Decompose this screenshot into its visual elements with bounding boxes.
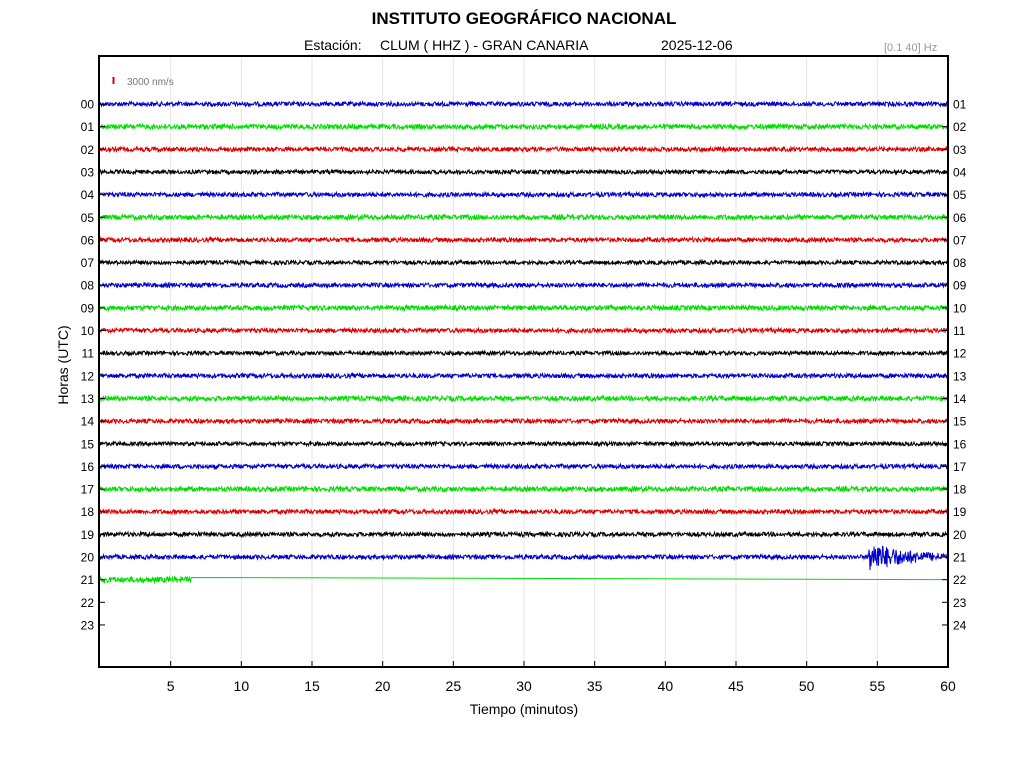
- station-label: Estación:: [304, 37, 362, 53]
- x-tick-label: 45: [728, 678, 744, 694]
- hour-label-left: 19: [81, 528, 95, 542]
- x-tick-label: 10: [234, 678, 250, 694]
- trace-hour-20: [99, 545, 949, 571]
- hour-label-left: 07: [81, 256, 95, 270]
- trace-hour-13: [99, 394, 949, 403]
- hour-label-left: 04: [81, 188, 95, 202]
- hour-label-left: 06: [81, 233, 95, 247]
- hour-label-right: 08: [953, 256, 967, 270]
- hour-label-left: 05: [81, 211, 95, 225]
- hour-label-right: 11: [953, 324, 966, 338]
- hour-label-left: 18: [81, 505, 95, 519]
- x-tick-label: 5: [167, 678, 175, 694]
- hour-label-right: 16: [953, 437, 967, 451]
- x-axis-label: Tiempo (minutos): [470, 701, 578, 717]
- trace-hour-06: [99, 235, 949, 244]
- hour-label-right: 17: [953, 460, 967, 474]
- trace-hour-09: [99, 303, 949, 313]
- trace-hour-04: [99, 190, 949, 199]
- hour-label-left: 21: [81, 573, 95, 587]
- hour-label-right: 09: [953, 279, 967, 293]
- chart-title: INSTITUTO GEOGRÁFICO NACIONAL: [371, 9, 677, 28]
- hour-label-left: 13: [81, 392, 95, 406]
- hour-label-right: 12: [953, 347, 967, 361]
- trace-layer: [99, 99, 949, 585]
- x-tick-label: 35: [587, 678, 603, 694]
- y-axis-label: Horas (UTC): [55, 325, 71, 404]
- x-tick-label: 55: [870, 678, 886, 694]
- trace-hour-10: [99, 326, 949, 335]
- hour-label-left: 14: [81, 415, 95, 429]
- hour-label-right: 04: [953, 165, 967, 179]
- x-tick-label: 25: [446, 678, 462, 694]
- hour-label-left: 10: [81, 324, 95, 338]
- scale-bar: 3000 nm/s: [112, 77, 174, 88]
- hour-label-right: 20: [953, 528, 967, 542]
- trace-hour-17: [99, 484, 949, 494]
- x-tick-label: 60: [940, 678, 956, 694]
- trace-hour-19: [99, 530, 949, 539]
- hour-label-left: 20: [81, 551, 95, 565]
- hour-label-right: 18: [953, 483, 967, 497]
- trace-hour-05: [99, 212, 949, 222]
- trace-hour-15: [99, 439, 949, 448]
- hour-label-left: 16: [81, 460, 95, 474]
- hour-label-right: 03: [953, 143, 967, 157]
- trace-hour-02: [99, 145, 949, 154]
- hour-label-left: 09: [81, 301, 95, 315]
- hour-label-left: 03: [81, 165, 95, 179]
- hour-label-left: 11: [82, 347, 95, 361]
- hour-label-right: 10: [953, 301, 967, 315]
- hour-label-left: 17: [81, 483, 95, 497]
- trace-hour-21: [99, 575, 949, 585]
- hour-label-left: 00: [81, 98, 95, 112]
- hour-label-left: 02: [81, 143, 95, 157]
- hour-label-left: 22: [81, 596, 95, 610]
- trace-hour-07: [99, 258, 949, 267]
- hour-label-right: 21: [953, 551, 967, 565]
- hour-label-right: 01: [953, 98, 967, 112]
- date-label: 2025-12-06: [661, 37, 733, 53]
- station-name: CLUM ( HHZ ) - GRAN CANARIA: [380, 37, 589, 53]
- hour-label-right: 02: [953, 120, 967, 134]
- x-tick-labels: 5 10 15 20 25 30 35 40 45 50 55 60: [167, 661, 956, 694]
- scale-bar-label: 3000 nm/s: [127, 77, 174, 88]
- hour-label-right: 05: [953, 188, 967, 202]
- hour-label-right: 07: [953, 233, 967, 247]
- trace-hour-16: [99, 462, 949, 471]
- right-tick-labels: 01 02 03 04 05 06 07 08 09 10 11 12 13 14 15 16 17 18 19 20…: [942, 98, 967, 632]
- hour-label-left: 15: [81, 437, 95, 451]
- hour-label-left: 23: [81, 618, 95, 632]
- hour-label-right: 19: [953, 505, 967, 519]
- hour-label-left: 08: [81, 279, 95, 293]
- filter-label: [0.1 40] Hz: [884, 42, 938, 54]
- grid-layer: [170, 57, 878, 666]
- hour-label-right: 22: [953, 573, 967, 587]
- hour-label-right: 06: [953, 211, 967, 225]
- trace-hour-00: [99, 99, 949, 108]
- hour-label-left: 12: [81, 369, 95, 383]
- hour-label-right: 24: [953, 618, 967, 632]
- hour-label-right: 14: [953, 392, 967, 406]
- trace-hour-01: [99, 122, 949, 132]
- hour-label-right: 23: [953, 596, 967, 610]
- x-tick-label: 50: [799, 678, 815, 694]
- trace-hour-18: [99, 507, 949, 516]
- hour-label-right: 15: [953, 415, 967, 429]
- hour-label-right: 13: [953, 369, 967, 383]
- left-tick-labels: 00 01 02 03 04 05 06 07 08 09 10 11 12 13 14 15 16 17 18 19…: [81, 98, 105, 632]
- station-info-line: Estación: CLUM ( HHZ ) - GRAN CANARIA 20…: [0, 37, 1024, 57]
- scale-bar-mark: [112, 77, 115, 84]
- trace-hour-14: [99, 417, 949, 426]
- trace-hour-03: [99, 168, 949, 176]
- hour-label-left: 01: [81, 120, 95, 134]
- x-tick-label: 15: [304, 678, 320, 694]
- trace-hour-12: [99, 371, 949, 380]
- x-tick-label: 40: [658, 678, 674, 694]
- x-tick-label: 20: [375, 678, 391, 694]
- x-tick-label: 30: [516, 678, 532, 694]
- trace-hour-11: [99, 349, 949, 357]
- trace-hour-08: [99, 281, 949, 290]
